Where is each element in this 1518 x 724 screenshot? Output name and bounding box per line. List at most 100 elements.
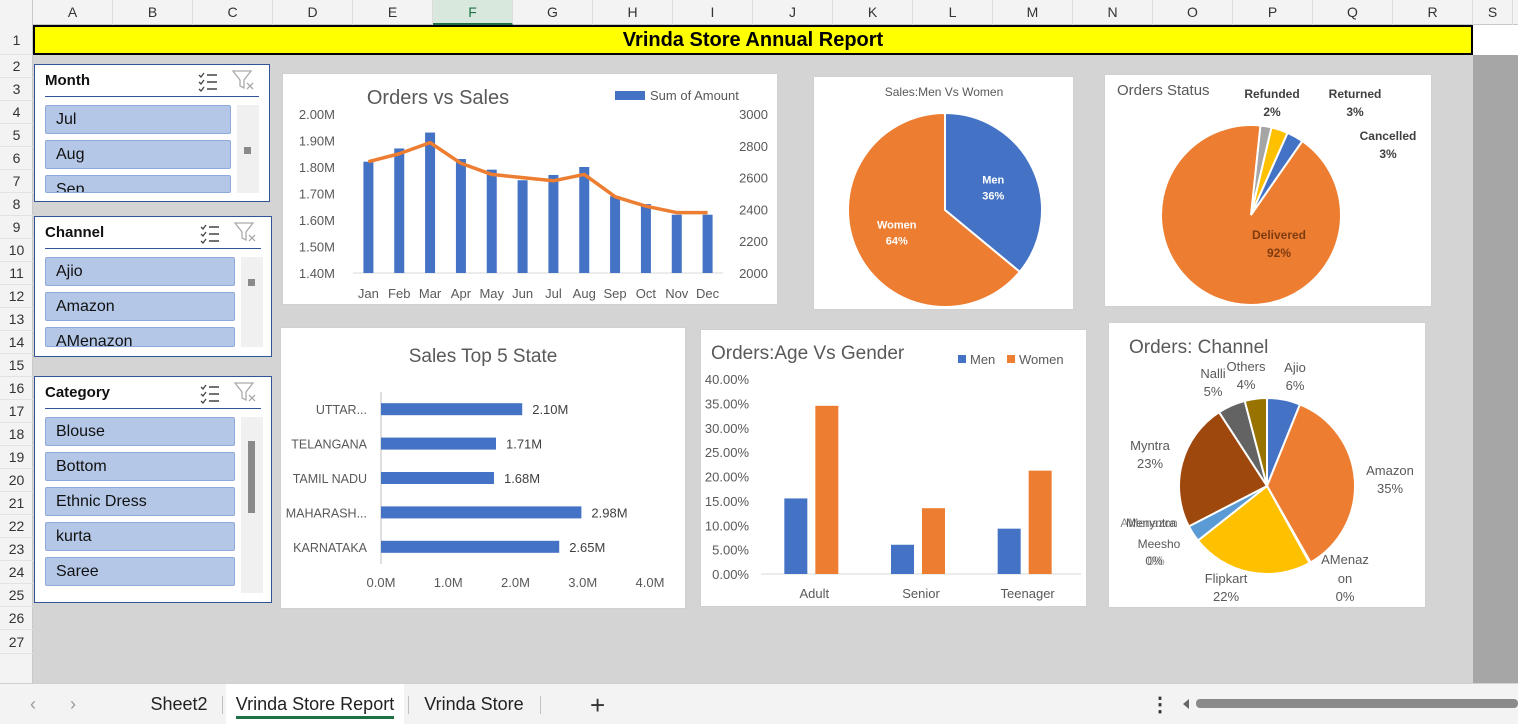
slicer-scrollbar[interactable] xyxy=(241,417,263,593)
slicer-item[interactable]: Ethnic Dress xyxy=(45,487,235,516)
column-header-n[interactable]: N xyxy=(1073,0,1153,25)
row-header-1[interactable]: 1 xyxy=(0,25,33,55)
scroll-thumb[interactable] xyxy=(1196,699,1518,708)
tab-prev-icon[interactable]: ‹ xyxy=(30,694,36,714)
slicer-item[interactable]: Ajio xyxy=(45,257,235,286)
report-title[interactable]: Vrinda Store Annual Report xyxy=(33,25,1473,55)
row-header-11[interactable]: 11 xyxy=(0,262,33,285)
scroll-thumb[interactable] xyxy=(248,279,255,286)
tab-next-icon[interactable]: › xyxy=(70,694,76,714)
chart-orders-channel[interactable]: Orders: Channel Ajio 6% Amazon 35% AMenaz on 0%… xyxy=(1108,322,1426,608)
row-header-26[interactable]: 26 xyxy=(0,607,33,630)
row-header-27[interactable]: 27 xyxy=(0,630,33,654)
column-header-p[interactable]: P xyxy=(1233,0,1313,25)
row-header-15[interactable]: 15 xyxy=(0,354,33,377)
pie-slice-delivered xyxy=(1160,124,1342,306)
row-header-8[interactable]: 8 xyxy=(0,193,33,216)
row-header-2[interactable]: 2 xyxy=(0,55,33,78)
select-all-corner[interactable] xyxy=(0,0,33,25)
row-header-9[interactable]: 9 xyxy=(0,216,33,239)
row-header-4[interactable]: 4 xyxy=(0,101,33,124)
column-header-m[interactable]: M xyxy=(993,0,1073,25)
horizontal-scrollbar[interactable] xyxy=(1180,696,1518,712)
column-header-s[interactable]: S xyxy=(1473,0,1513,25)
column-header-o[interactable]: O xyxy=(1153,0,1233,25)
clear-filter-icon[interactable] xyxy=(233,380,257,404)
tab-vrinda-store-report[interactable]: Vrinda Store Report xyxy=(226,684,404,724)
delivered-pct: 92% xyxy=(1267,246,1291,260)
chart-sales-men-vs-women[interactable]: Sales:Men Vs Women Men 36% Women 64% xyxy=(813,76,1074,310)
slicer-item[interactable]: Amazon xyxy=(45,292,235,321)
row-header-12[interactable]: 12 xyxy=(0,285,33,308)
column-header-d[interactable]: D xyxy=(273,0,353,25)
column-header-f[interactable]: F xyxy=(433,0,513,25)
scroll-thumb[interactable] xyxy=(248,441,255,513)
row-header-6[interactable]: 6 xyxy=(0,147,33,170)
column-header-h[interactable]: H xyxy=(593,0,673,25)
column-header-k[interactable]: K xyxy=(833,0,913,25)
row-header-23[interactable]: 23 xyxy=(0,538,33,561)
column-s-area[interactable] xyxy=(1473,25,1518,683)
bar-sep xyxy=(610,196,621,273)
slicer-item[interactable]: Jul xyxy=(45,105,231,134)
slicer-item[interactable]: kurta xyxy=(45,522,235,551)
slicer-category[interactable]: Category Blouse Bottom Ethnic Dress kurt… xyxy=(34,376,272,603)
overlap-label-2: AMenazon xyxy=(1120,516,1177,530)
row-header-5[interactable]: 5 xyxy=(0,124,33,147)
row-header-3[interactable]: 3 xyxy=(0,78,33,101)
overlap-label: Menyntra xyxy=(1126,516,1176,530)
more-options-icon[interactable]: ⋮ xyxy=(1150,694,1170,716)
row-header-17[interactable]: 17 xyxy=(0,400,33,423)
column-header-j[interactable]: J xyxy=(753,0,833,25)
tab-vrinda-store[interactable]: Vrinda Store xyxy=(412,684,536,724)
chart-sales-top5-state[interactable]: Sales Top 5 State 0.0M 1.0M 2.0M 3.0M 4.0M UTT… xyxy=(280,327,686,609)
scroll-left-icon[interactable] xyxy=(1180,696,1192,712)
multi-select-icon[interactable] xyxy=(197,70,219,92)
row-header-25[interactable]: 25 xyxy=(0,584,33,607)
slicer-scrollbar[interactable] xyxy=(241,257,263,347)
multi-select-icon[interactable] xyxy=(199,222,221,244)
column-header-i[interactable]: I xyxy=(673,0,753,25)
row-header-14[interactable]: 14 xyxy=(0,331,33,354)
row-header-10[interactable]: 10 xyxy=(0,239,33,262)
row-header-7[interactable]: 7 xyxy=(0,170,33,193)
tab-sheet2[interactable]: Sheet2 xyxy=(140,684,218,724)
row-header-18[interactable]: 18 xyxy=(0,423,33,446)
clear-filter-icon[interactable] xyxy=(233,220,257,244)
chart-orders-vs-sales[interactable]: Orders vs Sales Sum of Amount 2.00M 1.90M 1.… xyxy=(282,73,778,305)
y-tick: 20.00% xyxy=(705,470,750,485)
add-sheet-icon[interactable]: + xyxy=(590,690,606,720)
row-header-20[interactable]: 20 xyxy=(0,469,33,492)
row-header-21[interactable]: 21 xyxy=(0,492,33,515)
slicer-item[interactable]: Sep xyxy=(45,175,231,193)
slicer-item[interactable]: Aug xyxy=(45,140,231,169)
slicer-month[interactable]: Month Jul Aug Sep xyxy=(34,64,270,202)
column-header-c[interactable]: C xyxy=(193,0,273,25)
slicer-scrollbar[interactable] xyxy=(237,105,259,193)
column-header-q[interactable]: Q xyxy=(1313,0,1393,25)
row-header-19[interactable]: 19 xyxy=(0,446,33,469)
scroll-thumb[interactable] xyxy=(244,147,251,154)
row-header-24[interactable]: 24 xyxy=(0,561,33,584)
clear-filter-icon[interactable] xyxy=(231,68,255,92)
column-header-b[interactable]: B xyxy=(113,0,193,25)
y-tick: 25.00% xyxy=(705,445,750,460)
column-header-r[interactable]: R xyxy=(1393,0,1473,25)
chart-orders-status[interactable]: Orders Status Refunded 2% Returned 3% Cancell… xyxy=(1104,74,1432,307)
y-left-tick: 1.40M xyxy=(299,266,335,281)
slicer-item[interactable]: Blouse xyxy=(45,417,235,446)
row-header-16[interactable]: 16 xyxy=(0,377,33,400)
column-header-e[interactable]: E xyxy=(353,0,433,25)
slicer-item[interactable]: Saree xyxy=(45,557,235,586)
column-header-l[interactable]: L xyxy=(913,0,993,25)
slicer-item[interactable]: Bottom xyxy=(45,452,235,481)
column-header-g[interactable]: G xyxy=(513,0,593,25)
chart-title: Sales:Men Vs Women xyxy=(885,85,1004,99)
chart-orders-age-vs-gender[interactable]: Orders:Age Vs Gender Men Women 40.00% 35.00%… xyxy=(700,329,1087,607)
slicer-channel[interactable]: Channel Ajio Amazon AMenazon xyxy=(34,216,272,357)
column-header-a[interactable]: A xyxy=(33,0,113,25)
row-header-22[interactable]: 22 xyxy=(0,515,33,538)
slicer-item[interactable]: AMenazon xyxy=(45,327,235,347)
row-header-13[interactable]: 13 xyxy=(0,308,33,331)
multi-select-icon[interactable] xyxy=(199,382,221,404)
